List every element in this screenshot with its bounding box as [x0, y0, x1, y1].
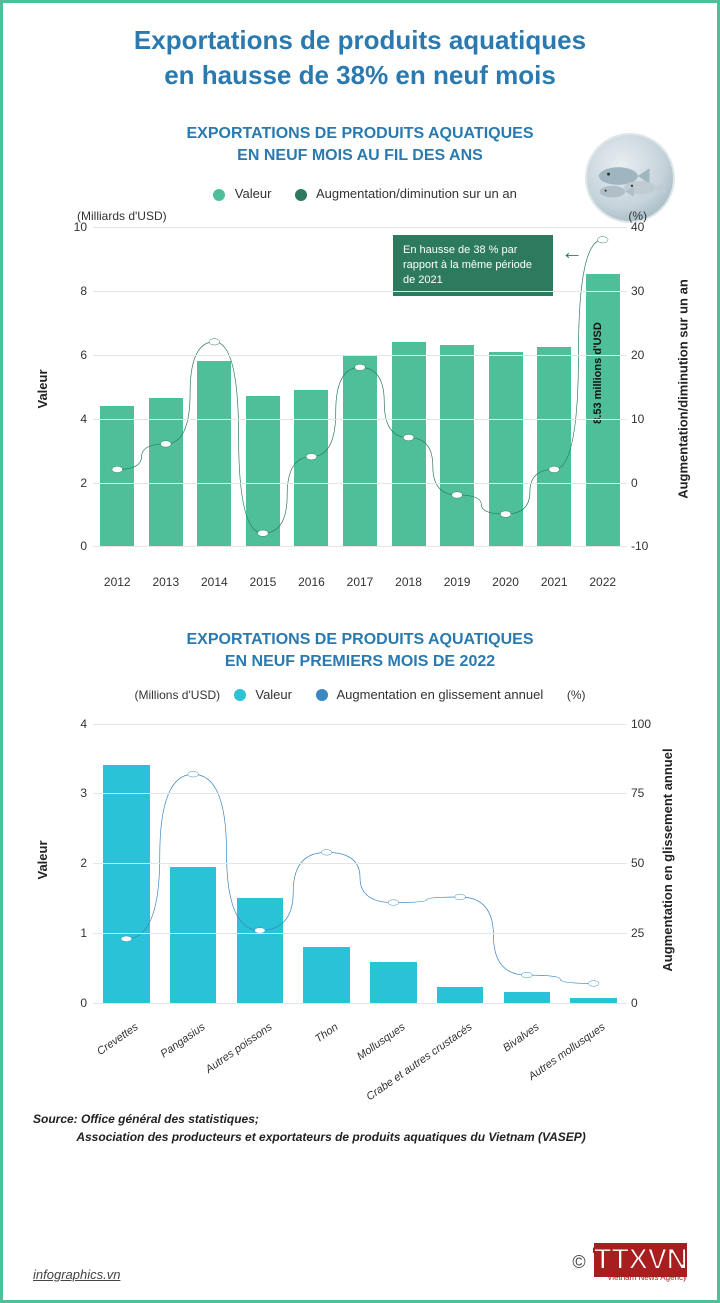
chart2-title-l1: EXPORTATIONS DE PRODUITS AQUATIQUES: [187, 631, 534, 648]
logo-subtext: Vietnam News Agency: [594, 1273, 687, 1282]
ytick-left: 0: [59, 996, 87, 1010]
infographic-page: Exportations de produits aquatiques en h…: [0, 0, 720, 1303]
ytick-right: 0: [631, 996, 663, 1010]
legend-bar-label: Valeur: [255, 687, 292, 702]
chart1-wrap: (Milliards d'USD) (%) Valeur Augmentatio…: [33, 209, 687, 569]
site-link[interactable]: infographics.vn: [33, 1267, 120, 1282]
ytick-left: 10: [59, 220, 87, 234]
page-title: Exportations de produits aquatiques en h…: [33, 23, 687, 93]
ytick-left: 0: [59, 539, 87, 553]
chart1-plot: En hausse de 38 % par rapport à la même …: [93, 227, 627, 547]
chart2-ylabel-left: Valeur: [35, 840, 50, 879]
legend-line-swatch: [295, 189, 307, 201]
x-axis-label: 2018: [395, 575, 422, 589]
ytick-right: 10: [631, 412, 663, 426]
x-axis-label: Crevettes: [95, 1021, 140, 1058]
chart2-unit-left-inline: (Millions d'USD): [134, 688, 220, 702]
x-axis-label: Mollusques: [355, 1021, 407, 1063]
chart1-unit-left: (Milliards d'USD): [77, 209, 167, 223]
legend-bar-swatch: [234, 689, 246, 701]
legend-bar-label: Valeur: [235, 186, 272, 201]
chart2-xlabels: Crevettes PangasiusAutres poissons Thon Mol…: [93, 1010, 627, 1100]
agency-logo: © TTXVN Vietnam News Agency: [572, 1243, 687, 1282]
legend-line-swatch: [316, 689, 328, 701]
ytick-right: 100: [631, 717, 663, 731]
chart1-xlabels: 2012 2013 2014 2015 2016 2017 2018 2019 2020 2021…: [93, 569, 627, 589]
chart2-title: EXPORTATIONS DE PRODUITS AQUATIQUES EN N…: [33, 629, 687, 672]
chart1-bar-highlight-label: 8.53 millions d'USD: [592, 323, 604, 425]
x-axis-label: 2016: [298, 575, 325, 589]
x-axis-label: Bivalves: [501, 1021, 541, 1054]
x-axis-label: Thon: [313, 1021, 340, 1045]
chart1-ylabel-left: Valeur: [35, 370, 50, 409]
ytick-right: 20: [631, 348, 663, 362]
legend-line-label: Augmentation en glissement annuel: [337, 687, 544, 702]
source-label: Source:: [33, 1112, 78, 1126]
ytick-left: 6: [59, 348, 87, 362]
ytick-left: 4: [59, 717, 87, 731]
ytick-right: -10: [631, 539, 663, 553]
ytick-right: 40: [631, 220, 663, 234]
ytick-left: 3: [59, 786, 87, 800]
source-text-2: Association des producteurs et exportate…: [76, 1130, 585, 1144]
arrow-left-icon: ←: [561, 239, 583, 265]
x-axis-label: 2012: [104, 575, 131, 589]
ytick-right: 0: [631, 476, 663, 490]
x-axis-label: 2015: [250, 575, 277, 589]
chart2-legend: (Millions d'USD) Valeur Augmentation en …: [33, 687, 687, 702]
legend-line-label: Augmentation/diminution sur un an: [316, 186, 517, 201]
x-axis-label: 2022: [589, 575, 616, 589]
source-citation: Source: Office général des statistiques;…: [33, 1110, 687, 1146]
chart2-wrap: Valeur Augmentation en glissement annuel…: [33, 710, 687, 1010]
chart1-ylabel-right: Augmentation/diminution sur un an: [676, 280, 691, 500]
chart2-plot: 012340255075100: [93, 724, 627, 1004]
ytick-left: 1: [59, 926, 87, 940]
legend-bar-swatch: [213, 189, 225, 201]
x-axis-label: 2020: [492, 575, 519, 589]
ytick-right: 25: [631, 926, 663, 940]
x-axis-label: 2019: [444, 575, 471, 589]
chart1-annotation-box: En hausse de 38 % par rapport à la même …: [393, 235, 553, 296]
x-axis-label: Pangasius: [158, 1021, 207, 1060]
x-axis-label: 2017: [347, 575, 374, 589]
copyright-icon: ©: [572, 1252, 585, 1273]
ytick-left: 4: [59, 412, 87, 426]
x-axis-label: 2014: [201, 575, 228, 589]
footer: infographics.vn © TTXVN Vietnam News Age…: [33, 1243, 687, 1282]
ytick-left: 8: [59, 284, 87, 298]
ytick-right: 50: [631, 856, 663, 870]
source-text-1: Office général des statistiques;: [81, 1112, 259, 1126]
fish-icon: [591, 148, 669, 208]
ytick-right: 75: [631, 786, 663, 800]
ytick-left: 2: [59, 476, 87, 490]
title-line2: en hausse de 38% en neuf mois: [164, 60, 556, 90]
chart1-title-l2: EN NEUF MOIS AU FIL DES ANS: [237, 147, 483, 164]
x-axis-label: 2013: [152, 575, 179, 589]
logo-text: TTXVN: [594, 1243, 687, 1277]
x-axis-label: 2021: [541, 575, 568, 589]
chart2-unit-right-inline: (%): [567, 688, 586, 702]
title-line1: Exportations de produits aquatiques: [134, 25, 586, 55]
x-axis-label: Autres poissons: [203, 1021, 274, 1076]
chart2-title-l2: EN NEUF PREMIERS MOIS DE 2022: [225, 653, 495, 670]
ytick-right: 30: [631, 284, 663, 298]
annotation-text: En hausse de 38 % par rapport à la même …: [403, 244, 532, 286]
ytick-left: 2: [59, 856, 87, 870]
x-axis-label: Crabe et autres crustacés: [364, 1021, 474, 1103]
chart1-title-l1: EXPORTATIONS DE PRODUITS AQUATIQUES: [187, 125, 534, 142]
